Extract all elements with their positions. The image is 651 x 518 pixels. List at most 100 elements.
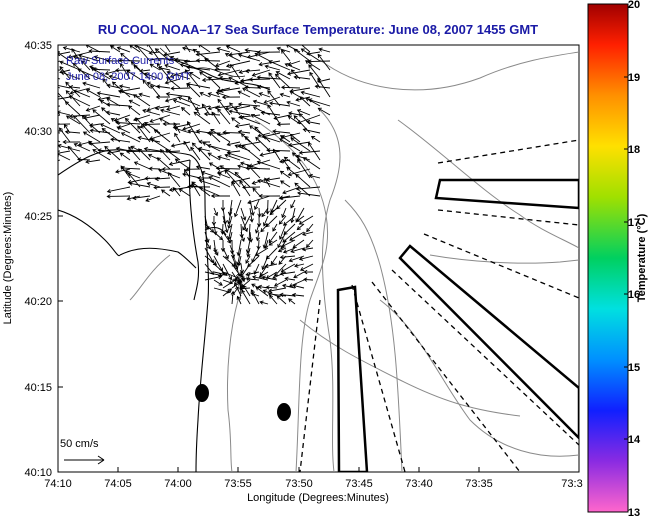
current-vector bbox=[239, 180, 251, 197]
current-vector bbox=[58, 110, 71, 116]
colorbar-tick-label: 14 bbox=[628, 434, 641, 446]
current-vector bbox=[81, 60, 91, 71]
current-vector bbox=[293, 271, 305, 279]
current-vector bbox=[295, 173, 311, 188]
current-vector bbox=[285, 45, 301, 53]
current-vector bbox=[156, 62, 171, 80]
surface-current-vectors bbox=[58, 45, 331, 305]
current-vector bbox=[180, 107, 191, 116]
current-vector bbox=[278, 195, 301, 201]
current-vector bbox=[204, 239, 211, 250]
current-vector bbox=[134, 45, 151, 62]
current-vector bbox=[106, 83, 121, 89]
current-vector bbox=[146, 45, 161, 62]
current-vector bbox=[150, 84, 161, 98]
current-vector bbox=[226, 141, 241, 147]
current-vector bbox=[213, 247, 219, 256]
current-vector bbox=[254, 199, 260, 211]
current-vector bbox=[77, 141, 91, 147]
current-vector bbox=[252, 99, 271, 107]
current-vector bbox=[159, 149, 171, 161]
current-vector bbox=[115, 168, 131, 174]
map-title: RU COOL NOAA–17 Sea Surface Temperature:… bbox=[98, 22, 538, 37]
current-vector bbox=[59, 60, 81, 71]
current-vector bbox=[172, 187, 181, 197]
colorbar-tick-label: 19 bbox=[628, 72, 640, 84]
radial-dashed-lines bbox=[299, 139, 579, 472]
colorbar-tick-label: 18 bbox=[628, 144, 640, 156]
current-vector bbox=[156, 157, 171, 170]
current-vector bbox=[258, 60, 281, 67]
current-vector bbox=[310, 135, 321, 143]
current-vector bbox=[73, 115, 91, 134]
current-vector bbox=[184, 69, 201, 89]
current-vector bbox=[198, 139, 211, 145]
current-vector bbox=[204, 231, 210, 244]
current-vector bbox=[281, 239, 296, 248]
current-vector bbox=[272, 148, 281, 161]
current-vector bbox=[282, 247, 296, 254]
current-vector bbox=[286, 69, 311, 76]
scale-arrow-icon bbox=[64, 455, 105, 465]
current-vector bbox=[72, 55, 91, 62]
current-vector bbox=[276, 295, 287, 305]
current-vector bbox=[108, 74, 121, 80]
current-vector bbox=[273, 279, 287, 287]
current-vector bbox=[269, 101, 291, 107]
current-vector bbox=[237, 129, 251, 135]
current-vector bbox=[267, 90, 281, 107]
current-vector bbox=[228, 109, 251, 116]
current-vector bbox=[314, 84, 331, 89]
current-vector bbox=[286, 100, 301, 107]
current-vector bbox=[220, 239, 226, 253]
x-tick-label: 73:40 bbox=[405, 478, 433, 490]
current-vector bbox=[258, 271, 269, 278]
y-tick-label: 40:30 bbox=[24, 126, 52, 138]
current-vector bbox=[161, 167, 181, 172]
current-vector bbox=[182, 172, 201, 179]
current-vector bbox=[173, 122, 181, 134]
current-vector bbox=[211, 111, 221, 125]
current-vector bbox=[293, 48, 311, 62]
current-vector bbox=[193, 111, 211, 125]
current-vector bbox=[265, 285, 278, 290]
current-vector bbox=[164, 78, 181, 85]
current-vector bbox=[60, 71, 81, 80]
current-vector bbox=[128, 181, 151, 188]
current-vector bbox=[174, 158, 191, 170]
current-vector bbox=[220, 223, 225, 235]
current-vector bbox=[88, 140, 101, 152]
y-tick-label: 40:20 bbox=[24, 296, 52, 308]
current-vector bbox=[224, 52, 241, 62]
current-vector bbox=[290, 137, 311, 152]
current-vector bbox=[278, 223, 287, 240]
colorbar bbox=[587, 3, 629, 513]
current-vector bbox=[222, 215, 229, 234]
current-vector bbox=[301, 247, 314, 252]
current-vector bbox=[148, 50, 161, 55]
current-vector bbox=[68, 95, 91, 107]
current-vector bbox=[88, 48, 111, 54]
current-vector bbox=[276, 46, 291, 53]
scale-label: 50 cm/s bbox=[60, 438, 99, 450]
current-vector bbox=[184, 168, 191, 179]
current-vector bbox=[288, 111, 301, 116]
current-vector bbox=[190, 146, 201, 161]
colorbar-tick-label: 13 bbox=[628, 507, 640, 518]
current-vector bbox=[301, 231, 314, 237]
current-vector bbox=[178, 188, 191, 197]
current-vector bbox=[109, 45, 121, 53]
current-vector bbox=[249, 207, 254, 223]
current-vector bbox=[240, 207, 247, 221]
current-vector bbox=[222, 278, 238, 289]
current-vector bbox=[144, 121, 161, 134]
current-vector bbox=[269, 294, 278, 305]
current-vector bbox=[264, 263, 278, 269]
station-dot-1 bbox=[195, 384, 209, 402]
current-vector bbox=[105, 58, 121, 63]
x-tick-label: 73:35 bbox=[465, 478, 493, 490]
current-vector bbox=[129, 45, 141, 53]
current-vector bbox=[269, 207, 278, 216]
current-vector bbox=[244, 68, 261, 74]
current-vector bbox=[213, 279, 223, 286]
